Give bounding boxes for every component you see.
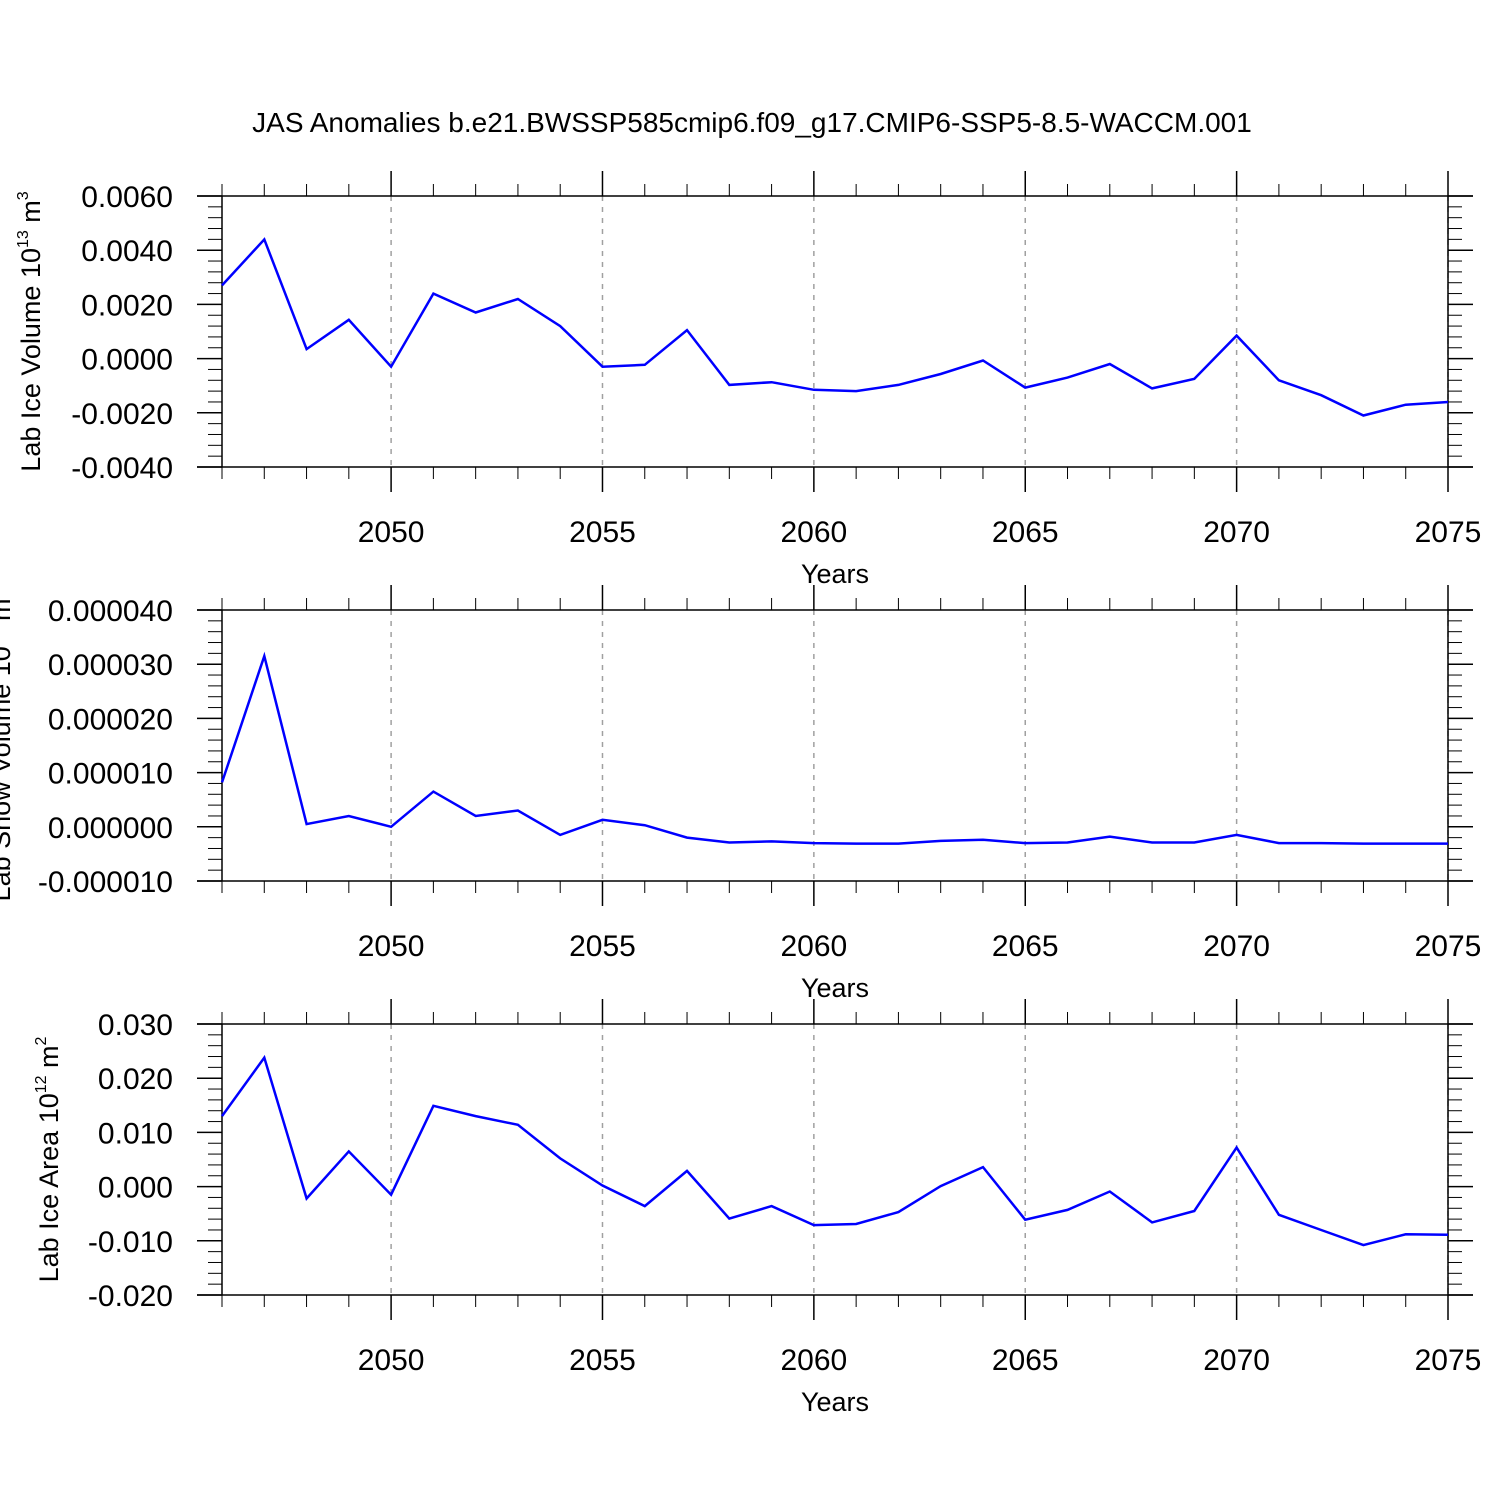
x-tick-label: 2055: [569, 516, 636, 549]
y-tick-label: 0.010: [98, 1117, 173, 1150]
y-tick-label: 0.000020: [48, 703, 173, 736]
y-axis-label-main: Lab Ice Area 10: [34, 1093, 64, 1282]
x-tick-label: 2055: [569, 1344, 636, 1377]
y-axis-label-exponent: 13: [0, 628, 2, 646]
y-axis-label-unit: m: [16, 200, 46, 230]
x-tick-label: 2060: [780, 516, 847, 549]
x-tick-label: 2060: [780, 1344, 847, 1377]
series-line: [220, 1054, 1449, 1247]
y-axis-label-main: Lab Ice Volume 10: [16, 248, 46, 472]
x-tick-label: 2060: [780, 930, 847, 963]
series-line: [220, 651, 1448, 845]
y-tick-label: 0.000010: [48, 758, 173, 791]
x-tick-label: 2070: [1203, 516, 1270, 549]
y-tick-label: 0.000: [98, 1172, 173, 1205]
y-tick-label: -0.020: [88, 1280, 173, 1313]
x-axis-label: Years: [801, 1387, 869, 1417]
y-tick-label: 0.0020: [81, 289, 173, 322]
y-tick-label: -0.0040: [71, 452, 173, 485]
y-axis-label-main: Lab Snow Volume 10: [0, 646, 16, 901]
y-axis-label-unit-exponent: 3: [15, 191, 32, 200]
y-axis-label-unit: m: [34, 1045, 64, 1075]
y-tick-label: 0.000040: [48, 595, 173, 628]
x-tick-label: 2065: [992, 516, 1059, 549]
x-tick-label: 2050: [358, 930, 425, 963]
x-tick-label: 2075: [1415, 1344, 1482, 1377]
x-tick-label: 2075: [1415, 930, 1482, 963]
x-tick-label: 2070: [1203, 1344, 1270, 1377]
x-axis-label: Years: [801, 973, 869, 1003]
x-tick-label: 2065: [992, 1344, 1059, 1377]
x-tick-label: 2050: [358, 1344, 425, 1377]
panel-1: 0.0060 0.0040 0.0020 0.0000 -0.0020 -0.0040 20…: [15, 171, 1481, 589]
x-tick-label: 2055: [569, 930, 636, 963]
y-tick-label: 0.000030: [48, 649, 173, 682]
y-axis-label-exponent: 12: [33, 1075, 50, 1093]
y-axis-label-unit-exponent: 2: [33, 1036, 50, 1045]
y-tick-label: 0.000000: [48, 812, 173, 845]
y-axis-label-unit-exponent: 3: [0, 589, 2, 598]
y-tick-label: 0.0060: [81, 181, 173, 214]
y-tick-label: 0.020: [98, 1063, 173, 1096]
y-tick-label: 0.0000: [81, 344, 173, 377]
panels: 0.00600.00400.00200.0000-0.0020-0.004020…: [0, 171, 1481, 1417]
panel-2: 0.000040 0.000030 0.000020 0.000010 0.000000…: [0, 585, 1481, 1003]
y-axis-label-exponent: 13: [15, 230, 32, 248]
y-tick-label: 0.030: [98, 1009, 173, 1042]
y-tick-label: -0.000010: [38, 866, 173, 899]
series-line: [221, 237, 1449, 417]
x-tick-label: 2065: [992, 930, 1059, 963]
y-axis-label: Lab Ice Volume 1013 m3: [15, 191, 46, 471]
panel-3: 0.030 0.020 0.010 0.000 -0.010 -0.020 2050 2055…: [33, 999, 1481, 1417]
x-axis-label: Years: [801, 559, 869, 589]
y-axis-label: Lab Ice Area 1012 m2: [33, 1036, 64, 1282]
y-tick-label: -0.010: [88, 1226, 173, 1259]
y-axis-label-unit: m: [0, 598, 16, 628]
x-tick-label: 2050: [358, 516, 425, 549]
y-tick-label: 0.0040: [81, 235, 173, 268]
x-tick-label: 2075: [1415, 516, 1482, 549]
x-tick-label: 2070: [1203, 930, 1270, 963]
y-tick-label: -0.0020: [71, 398, 173, 431]
y-axis-label: Lab Snow Volume 1013 m3: [0, 589, 16, 901]
chart-title: JAS Anomalies b.e21.BWSSP585cmip6.f09_g1…: [252, 107, 1252, 138]
